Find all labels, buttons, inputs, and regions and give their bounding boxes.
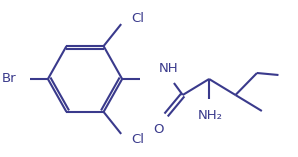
Text: Br: Br xyxy=(2,73,17,86)
Text: Cl: Cl xyxy=(131,12,144,25)
Text: NH: NH xyxy=(158,62,178,75)
Text: NH₂: NH₂ xyxy=(198,109,223,122)
Text: Cl: Cl xyxy=(131,133,144,146)
Text: O: O xyxy=(153,123,164,136)
